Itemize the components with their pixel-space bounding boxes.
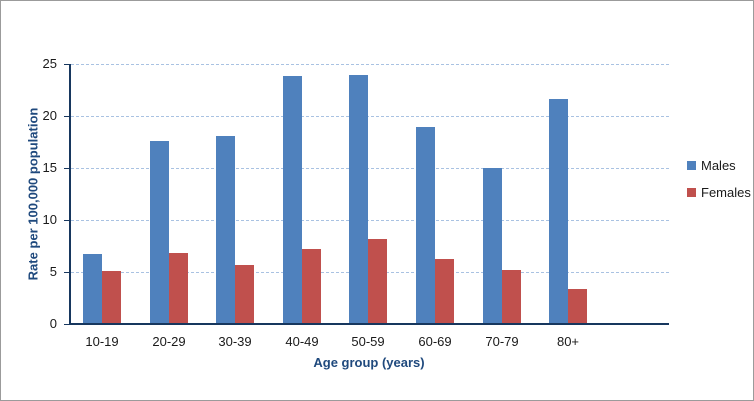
bar-males-20-29 [150, 141, 169, 324]
x-tick-label-10-19: 10-19 [85, 334, 119, 349]
legend-label-females: Females [701, 185, 751, 200]
y-tick-label-20: 20 [42, 108, 57, 123]
legend: Males Females [687, 158, 751, 212]
bar-males-40-49 [283, 76, 302, 324]
x-axis-line [69, 323, 669, 325]
y-tick-label-0: 0 [49, 316, 57, 331]
y-axis-title: Rate per 100,000 population [25, 107, 41, 281]
gridline-y-15 [71, 168, 669, 169]
legend-label-males: Males [701, 158, 736, 173]
x-axis-title: Age group (years) [313, 355, 425, 370]
y-tick-10 [64, 220, 69, 221]
y-tick-25 [64, 64, 69, 65]
y-axis-line [69, 64, 71, 325]
x-tick-label-20-29: 20-29 [152, 334, 186, 349]
y-tick-label-25: 25 [42, 56, 57, 71]
x-tick-label-40-49: 40-49 [285, 334, 319, 349]
bar-females-40-49 [302, 249, 321, 324]
bar-males-80+ [549, 99, 568, 324]
gridline-y-25 [71, 64, 669, 65]
gridline-y-10 [71, 220, 669, 221]
bar-males-70-79 [483, 168, 502, 324]
bar-males-10-19 [83, 254, 102, 324]
males-swatch-icon [687, 161, 696, 170]
legend-item-males: Males [687, 158, 751, 173]
x-tick-label-30-39: 30-39 [218, 334, 252, 349]
bar-males-50-59 [349, 75, 368, 324]
y-tick-label-10: 10 [42, 212, 57, 227]
y-tick-0 [64, 324, 69, 325]
x-tick-label-60-69: 60-69 [418, 334, 452, 349]
y-tick-5 [64, 272, 69, 273]
bar-females-60-69 [435, 259, 454, 324]
bar-females-50-59 [368, 239, 387, 324]
females-swatch-icon [687, 188, 696, 197]
y-tick-label-15: 15 [42, 160, 57, 175]
bar-females-70-79 [502, 270, 521, 324]
bar-males-60-69 [416, 127, 435, 324]
legend-item-females: Females [687, 185, 751, 200]
y-tick-label-5: 5 [49, 264, 57, 279]
bar-females-20-29 [169, 253, 188, 324]
x-tick-label-80+: 80+ [556, 334, 580, 349]
gridline-y-20 [71, 116, 669, 117]
bar-females-80+ [568, 289, 587, 324]
x-tick-label-50-59: 50-59 [351, 334, 385, 349]
bar-females-30-39 [235, 265, 254, 324]
bar-females-10-19 [102, 271, 121, 324]
bar-males-30-39 [216, 136, 235, 324]
y-tick-15 [64, 168, 69, 169]
y-tick-20 [64, 116, 69, 117]
x-tick-label-70-79: 70-79 [485, 334, 519, 349]
